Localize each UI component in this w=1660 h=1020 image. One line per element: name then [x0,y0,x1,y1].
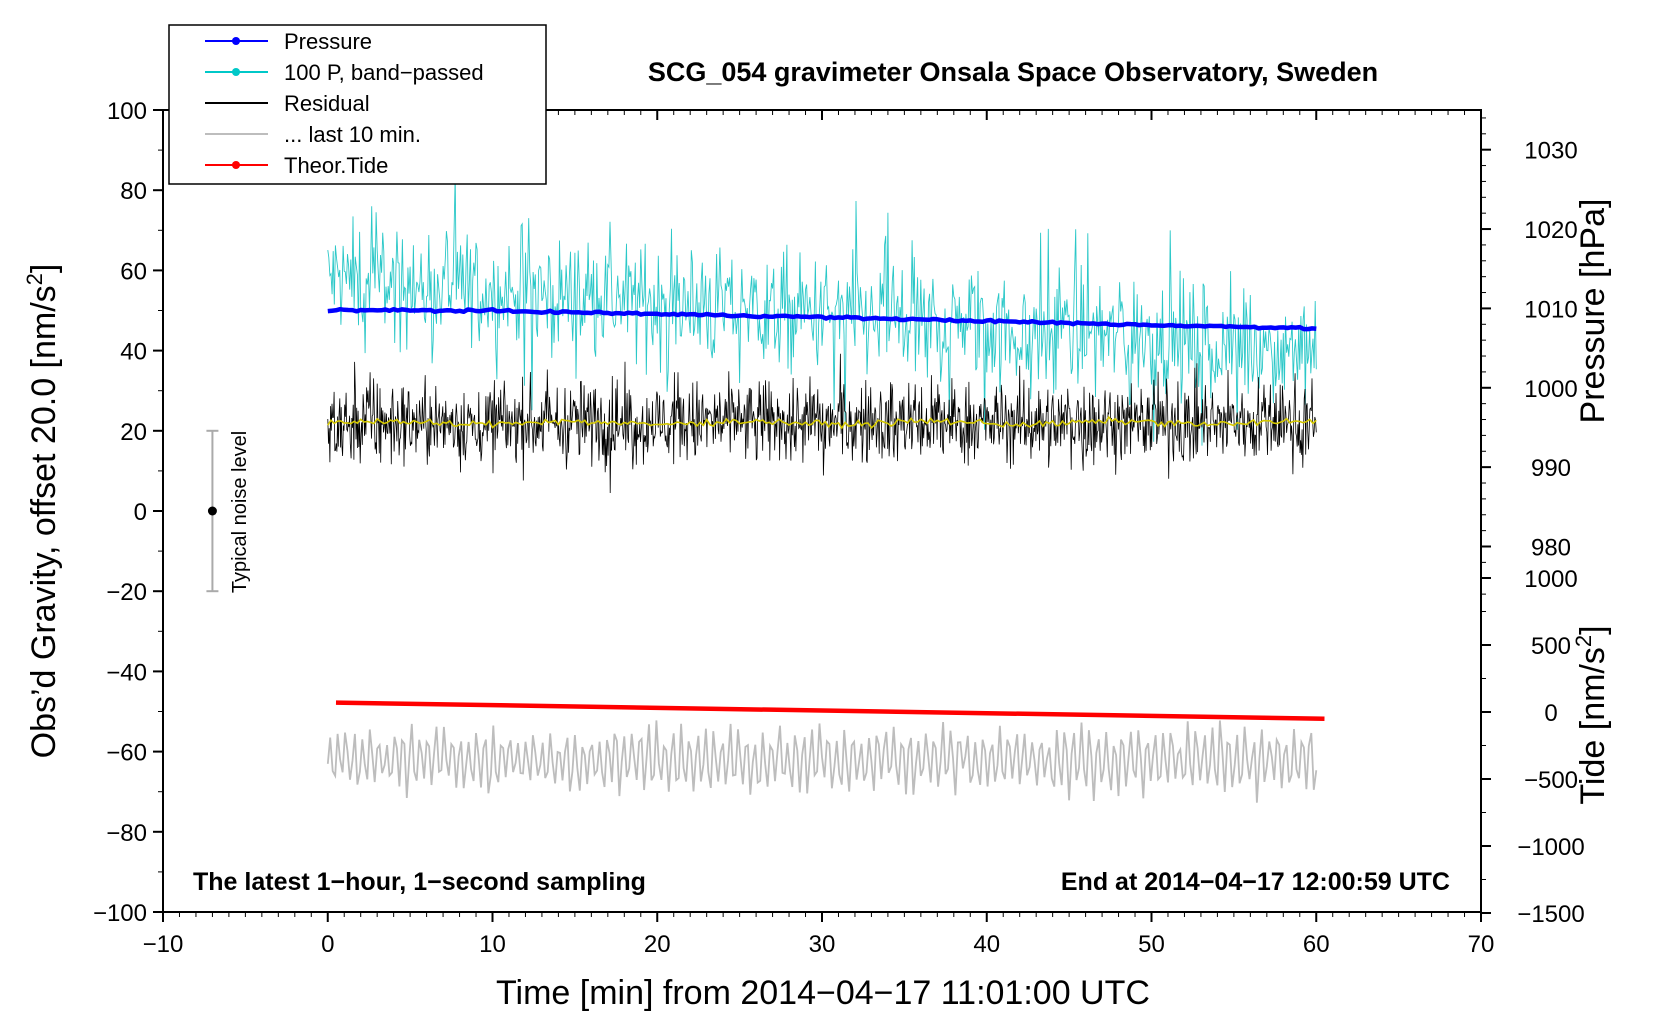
residual-smoothed-line [327,415,1317,430]
legend: Pressure 100 P, band−passed Residual ... la… [168,24,547,185]
y-tick-label: −80 [106,820,147,847]
y-tick-label: 40 [120,339,147,366]
legend-label: 100 P, band−passed [284,60,484,85]
noise-bar-center [207,506,217,516]
legend-box [168,24,547,185]
x-tick-label: 70 [1468,931,1495,958]
plot-frame [162,109,1482,913]
y-tick-label: 80 [120,178,147,205]
legend-label: Pressure [284,29,372,54]
pressure-tick-label: 990 [1531,455,1571,482]
sampling-note: The latest 1−hour, 1−second sampling [193,868,646,896]
legend-marker [232,37,240,45]
y-axis-label-left: Obs’d Gravity, offset 20.0 [nm/s2] [22,264,63,759]
tide-tick-label: −1500 [1517,901,1584,928]
y-tick-label: 100 [107,98,147,125]
x-axis-label: Time [min] from 2014−04−17 11:01:00 UTC [496,974,1150,1012]
pressure-tick-label: 1030 [1524,138,1577,165]
tide-tick-label: −500 [1524,767,1578,794]
y-tick-label: 20 [120,419,147,446]
legend-marker [232,68,240,76]
x-tick-label: 10 [479,931,506,958]
tide-tick-label: −1000 [1517,834,1584,861]
tide-tick-label: 0 [1544,700,1557,727]
pressure-tick-label: 1000 [1524,376,1577,403]
last-10-min-line [326,720,1318,803]
legend-marker [232,161,240,169]
y-tick-label: −60 [106,740,147,767]
y-axis-label-tide: Tide [nm/s2] [1571,625,1612,804]
y-tick-label: −100 [93,900,147,927]
x-tick-label: 20 [644,931,671,958]
end-time-note: End at 2014−04−17 12:00:59 UTC [1061,868,1450,896]
y-tick-label: −20 [106,579,147,606]
pressure-tick-label: 1020 [1524,217,1577,244]
x-tick-label: 40 [973,931,1000,958]
y-tick-label: 0 [134,499,147,526]
bandpassed-pressure-line [327,173,1317,446]
noise-level-label: Typical noise level [229,431,251,593]
x-tick-label: −10 [143,931,184,958]
x-tick-label: 60 [1303,931,1330,958]
y-tick-label: 60 [120,258,147,285]
pressure-tick-label: 980 [1531,535,1571,562]
pressure-line [327,306,1317,332]
x-tick-label: 50 [1138,931,1165,958]
x-tick-label: 30 [809,931,836,958]
axes-layer [153,109,1491,922]
legend-label: Theor.Tide [284,153,388,178]
x-tick-label: 0 [321,931,334,958]
residual-line [327,353,1317,494]
legend-label: ... last 10 min. [284,122,421,147]
y-axis-label-pressure: Pressure [hPa] [1574,199,1612,424]
tide-tick-label: 500 [1531,633,1571,660]
y-tick-label: −40 [106,659,147,686]
legend-label: Residual [284,91,370,116]
chart-title: SCG_054 gravimeter Onsala Space Observat… [648,57,1378,87]
pressure-tick-label: 1010 [1524,296,1577,323]
text-layer: SCG_054 gravimeter Onsala Space Observat… [22,57,1612,1012]
theoretical-tide-line [335,700,1325,721]
tide-tick-label: 1000 [1524,566,1577,593]
series-layer [206,173,1325,803]
